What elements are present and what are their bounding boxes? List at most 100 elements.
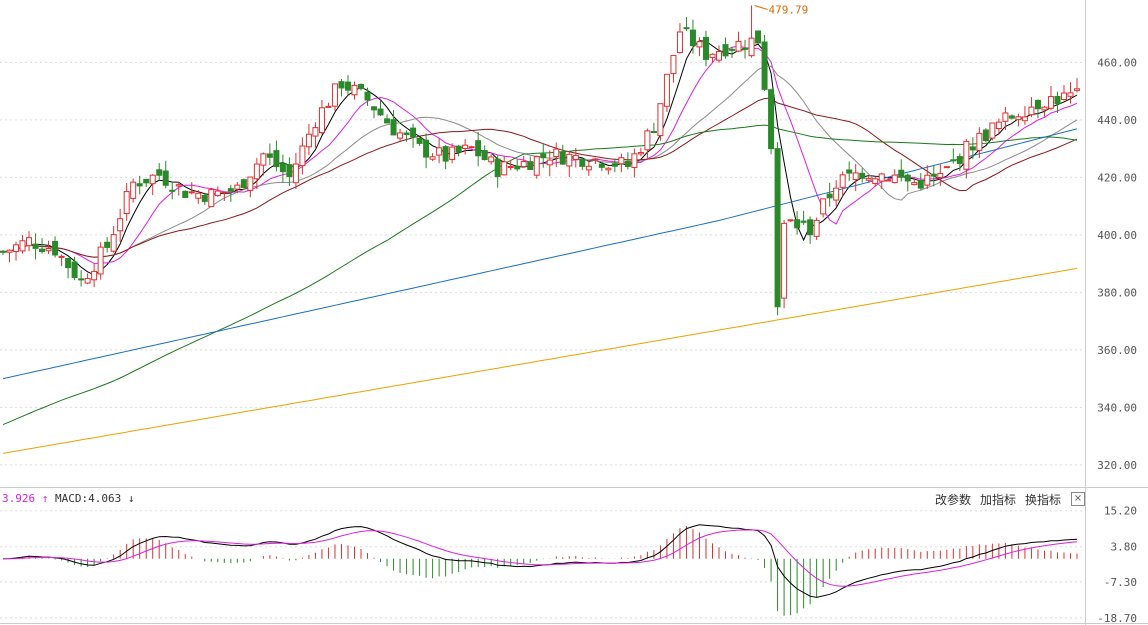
candle-body	[572, 155, 579, 160]
candle-body	[826, 193, 833, 199]
candle-body	[650, 131, 657, 134]
candle-body	[455, 145, 462, 153]
price-axis: 460.00 440.00 420.00 400.00 380.00 360.00 340.…	[1097, 56, 1137, 625]
candle-body	[917, 180, 924, 189]
candle-body	[553, 148, 560, 158]
candle-body	[429, 156, 436, 160]
candle-body	[475, 140, 482, 157]
dif-arrow-icon: ↑	[41, 492, 49, 505]
candle-body	[1074, 88, 1080, 91]
candle-body	[618, 157, 625, 165]
candle-body	[195, 192, 202, 199]
candle-body	[423, 139, 430, 158]
candle-body	[494, 158, 501, 177]
candle-body	[995, 121, 1002, 130]
candle-body	[13, 244, 20, 253]
candle-body	[58, 255, 65, 258]
candle-body	[0, 250, 6, 253]
close-icon[interactable]: ×	[1071, 492, 1085, 506]
candle-body	[592, 158, 599, 161]
candle-body	[410, 127, 417, 138]
candle-body	[1034, 99, 1041, 110]
candle-body	[377, 108, 384, 116]
candle-body	[449, 146, 456, 161]
candle-body	[742, 47, 749, 50]
candle-body	[820, 198, 827, 215]
candle-body	[45, 247, 52, 252]
candle-body	[299, 145, 306, 167]
candle-body	[865, 177, 872, 181]
candle-body	[501, 161, 508, 176]
candle-body	[1041, 106, 1048, 111]
candle-body	[442, 146, 449, 162]
y-tick-label: 460.00	[1097, 56, 1137, 69]
candle-body	[761, 41, 768, 90]
candle-body	[462, 144, 469, 149]
candle-body	[201, 194, 208, 202]
candle-body	[846, 169, 853, 174]
candle-body	[214, 190, 221, 197]
candle-body	[84, 278, 91, 284]
candle-body	[32, 243, 39, 249]
candle-body	[384, 118, 391, 124]
candle-body	[71, 261, 78, 278]
candle-body	[253, 163, 260, 180]
macd-tick-label: 3.80	[1111, 541, 1138, 554]
candle-body	[188, 191, 195, 194]
candle-body	[904, 174, 911, 182]
candle-body	[774, 148, 781, 308]
candle-body	[930, 173, 937, 177]
candle-body	[702, 36, 709, 60]
candle-body	[976, 132, 983, 151]
dif-value: 3.926	[2, 492, 36, 505]
candle-body	[624, 160, 631, 167]
candle-body	[859, 172, 866, 179]
y-tick-label: 340.00	[1097, 401, 1137, 414]
candle-body	[716, 51, 722, 61]
candle-body	[787, 219, 794, 222]
macd-legend: 3.926 ↑ MACD:4.063 ↓	[2, 492, 134, 505]
candle-body	[130, 181, 137, 199]
y-tick-label: 400.00	[1097, 229, 1137, 242]
candle-body	[390, 119, 397, 136]
candle-body	[579, 158, 586, 167]
candle-body	[689, 29, 696, 47]
candle-body	[149, 174, 156, 185]
candle-body	[956, 156, 963, 164]
candle-body	[833, 187, 840, 201]
candle-body	[891, 174, 898, 184]
candle-body	[468, 146, 475, 149]
candle-body	[1060, 92, 1067, 100]
candle-body	[885, 179, 892, 182]
candle-body	[943, 166, 950, 169]
candle-body	[839, 174, 846, 188]
dif-line	[2, 524, 1078, 598]
candle-body	[911, 182, 918, 186]
candle-body	[318, 107, 325, 134]
macd-tick-label: 15.20	[1104, 505, 1137, 518]
candle-body	[240, 179, 247, 189]
candle-body	[247, 176, 254, 191]
candle-body	[260, 153, 267, 166]
change-params-button[interactable]: 改参数	[935, 493, 972, 507]
candle-body	[611, 163, 618, 167]
candle-body	[696, 41, 703, 48]
candle-body	[637, 152, 644, 155]
candle-body	[436, 147, 443, 156]
candle-body	[227, 188, 234, 192]
candle-body	[533, 156, 540, 176]
candle-body	[559, 151, 566, 165]
macd-value: MACD:4.063	[55, 492, 122, 505]
candle-body	[585, 165, 592, 171]
switch-indicator-button[interactable]: 换指标	[1025, 493, 1062, 507]
candle-body	[514, 165, 521, 170]
candle-body	[768, 89, 775, 150]
candle-body	[403, 132, 410, 136]
candle-body	[488, 156, 495, 163]
annotations: 479.79	[754, 3, 808, 16]
add-indicator-button[interactable]: 加指标	[980, 493, 1017, 507]
candle-body	[182, 190, 189, 198]
candle-body	[1008, 115, 1015, 119]
